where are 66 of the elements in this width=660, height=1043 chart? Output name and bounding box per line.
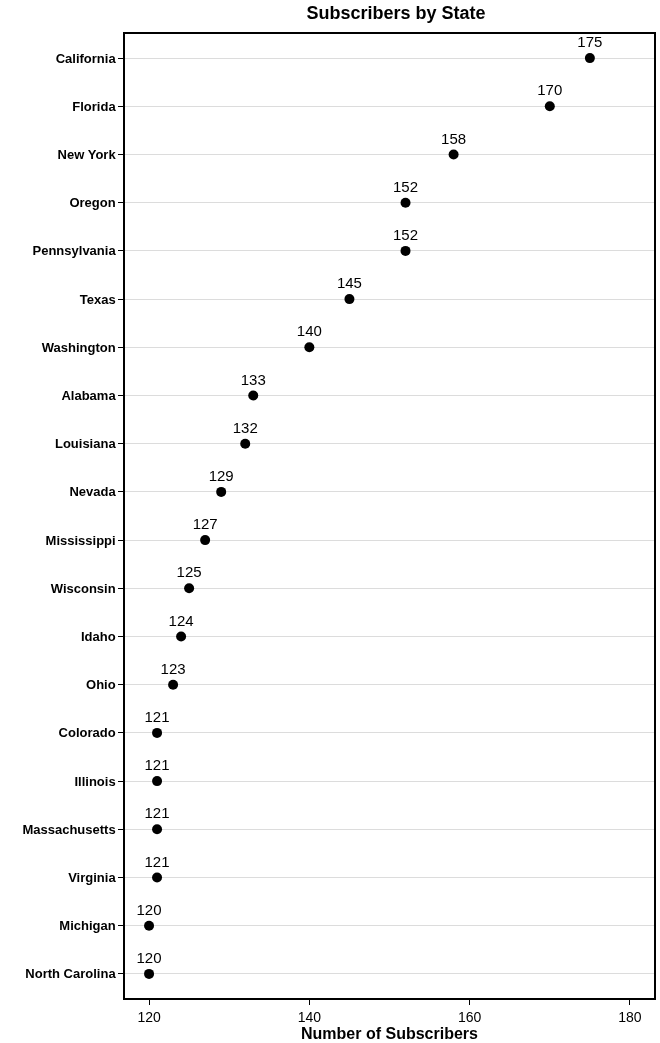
data-label: 175 [577,33,603,51]
x-axis-title: Number of Subscribers [301,1024,479,1042]
data-label: 120 [136,900,162,918]
data-label: 152 [393,177,419,195]
data-label: 121 [144,756,170,774]
chart-title: Subscribers by State [306,2,486,23]
point [240,438,251,449]
data-label: 140 [296,322,322,340]
data-label: 127 [192,515,218,533]
point [248,390,259,401]
y-tick-label: California [55,50,117,66]
point [152,727,163,738]
x-tick-label: 120 [137,1008,161,1025]
y-tick-label: Texas [79,291,116,307]
point [448,149,459,160]
point [176,631,187,642]
y-tick-label: Idaho [80,629,116,645]
point [584,53,595,64]
y-tick-label: Washington [41,339,116,355]
data-label: 132 [232,418,258,436]
data-label: 121 [144,852,170,870]
data-label: 124 [168,611,194,629]
x-tick-label: 160 [457,1008,482,1025]
data-label: 158 [441,129,467,147]
y-tick-label: Illinois [74,773,116,789]
y-tick-label: Florida [72,98,117,114]
point [344,294,355,305]
y-tick-label: Mississippi [45,532,116,548]
data-label: 145 [336,274,362,292]
data-label: 129 [208,466,234,484]
y-tick-label: Oregon [69,195,116,211]
point [400,245,411,256]
y-tick-label: Wisconsin [50,580,116,596]
y-tick-label: Louisiana [54,436,117,452]
y-tick-label: Alabama [61,388,117,404]
y-tick-label: Virginia [68,870,117,886]
data-label: 152 [393,225,419,243]
y-tick-label: Pennsylvania [32,243,117,259]
point [144,968,155,979]
point [544,101,555,112]
x-tick-label: 140 [297,1008,322,1025]
y-tick-label: Ohio [86,677,116,693]
point [168,679,179,690]
data-label: 125 [176,563,202,581]
point [152,776,163,787]
y-tick-label: Michigan [59,918,116,934]
data-label: 123 [160,659,186,677]
data-label: 121 [144,804,170,822]
point [304,342,315,353]
data-label: 121 [144,707,170,725]
y-tick-label: Massachusetts [22,821,116,837]
y-tick-label: New York [57,147,117,163]
point [200,535,211,546]
point [152,872,163,883]
point [216,486,227,497]
y-tick-label: Colorado [58,725,116,741]
point [144,920,155,931]
data-label: 170 [537,81,563,99]
point [152,824,163,835]
point [184,583,195,594]
data-label: 120 [136,948,162,966]
y-tick-label: Nevada [69,484,117,500]
data-label: 133 [240,370,266,388]
x-tick-label: 180 [618,1008,642,1025]
point [400,197,411,208]
y-tick-label: North Carolina [25,966,117,982]
